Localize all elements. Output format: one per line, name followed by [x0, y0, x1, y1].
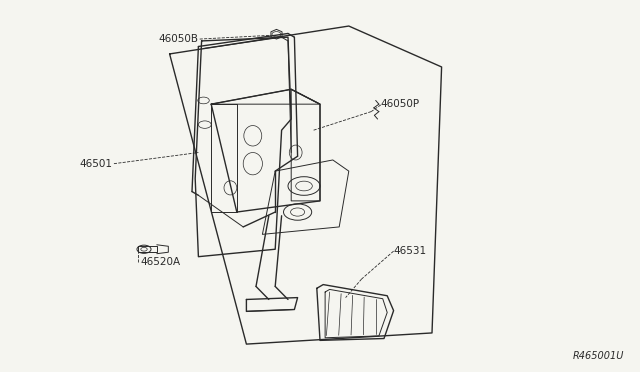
Text: 46050P: 46050P	[381, 99, 420, 109]
Text: 46501: 46501	[79, 159, 112, 169]
Text: 46520A: 46520A	[141, 257, 181, 267]
Text: 46531: 46531	[394, 246, 427, 256]
Text: 46050B: 46050B	[159, 34, 198, 44]
Text: R465001U: R465001U	[573, 351, 624, 361]
